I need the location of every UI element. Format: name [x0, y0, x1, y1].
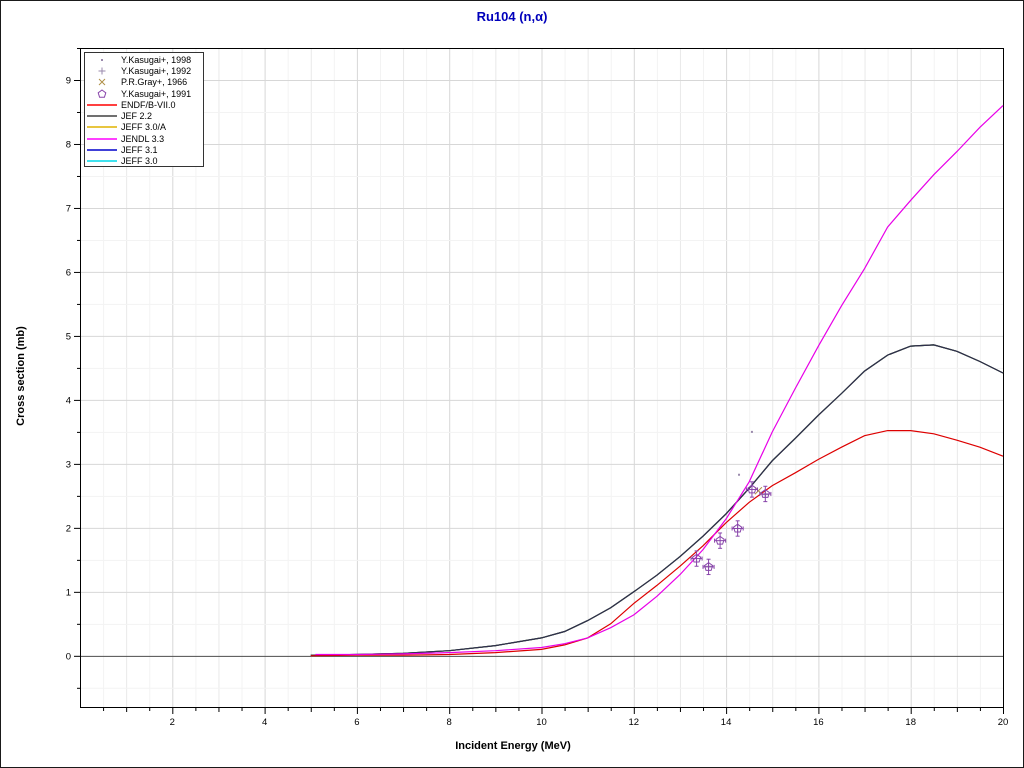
- curve-jendl-3-3: [315, 105, 1004, 656]
- points-y-kasugai-1991: [690, 481, 772, 576]
- x-tick-label: 12: [629, 717, 640, 728]
- y-tick-label: 6: [66, 267, 71, 278]
- legend-label: JEFF 3.0: [121, 156, 158, 167]
- y-tick-label: 5: [66, 331, 71, 342]
- marker-dot: [738, 473, 741, 476]
- legend-label: JEFF 3.0/A: [121, 122, 167, 133]
- x-tick-label: 2: [170, 717, 175, 728]
- x-tick-label: 8: [447, 717, 452, 728]
- legend-label: Y.Kasugai+, 1992: [121, 65, 192, 76]
- x-tick-label: 18: [905, 717, 916, 728]
- legend-label: P.R.Gray+, 1966: [121, 77, 188, 88]
- marker-pentagon: [760, 488, 770, 498]
- marker-dot: [750, 430, 753, 433]
- legend-label: JEF 2.2: [121, 111, 153, 122]
- y-tick-label: 4: [66, 395, 71, 406]
- legend-item-y-kasugai-1992[interactable]: Y.Kasugai+, 1992: [85, 65, 203, 76]
- legend-item-p-r-gray-1966[interactable]: P.R.Gray+, 1966: [85, 77, 203, 88]
- legend-label: Y.Kasugai+, 1998: [121, 54, 192, 65]
- x-tick-label: 10: [536, 717, 547, 728]
- legend-item-jef-2-2[interactable]: JEF 2.2: [85, 110, 203, 121]
- x-axis-title: Incident Energy (MeV): [455, 740, 571, 752]
- legend: Y.Kasugai+, 1998 Y.Kasugai+, 1992 P.R.Gray…: [84, 52, 204, 167]
- legend-label: JEFF 3.1: [121, 145, 158, 156]
- x-tick-label: 16: [813, 717, 824, 728]
- legend-label: ENDF/B-VII.0: [121, 99, 176, 110]
- legend-label: Y.Kasugai+, 1991: [121, 88, 192, 99]
- legend-item-jeff-3-0-a[interactable]: JEFF 3.0/A: [85, 122, 203, 133]
- legend-item-y-kasugai-1998[interactable]: Y.Kasugai+, 1998: [85, 54, 203, 65]
- x-tick-label: 14: [721, 717, 732, 728]
- marker-pentagon: [691, 553, 702, 563]
- legend-line-swatch: [87, 104, 117, 106]
- legend-line-swatch: [87, 149, 117, 151]
- legend-line-swatch: [87, 115, 117, 117]
- marker-pentagon: [703, 561, 714, 571]
- points-y-kasugai-1992: [705, 491, 769, 570]
- x-tick-label: 6: [354, 717, 359, 728]
- y-tick-label: 3: [66, 459, 71, 470]
- x-tick-label: 20: [998, 717, 1009, 728]
- legend-marker-pentagon: [97, 88, 107, 98]
- y-tick-label: 7: [66, 203, 71, 214]
- y-tick-label: 0: [66, 651, 71, 662]
- curve-jeff-3-1: [310, 344, 1004, 656]
- legend-item-jeff-3-0[interactable]: JEFF 3.0: [85, 156, 203, 167]
- y-tick-label: 2: [66, 523, 71, 534]
- legend-line-swatch: [87, 137, 117, 140]
- legend-marker-plus: [98, 67, 106, 75]
- y-tick-label: 8: [66, 139, 71, 150]
- legend-item-endf-b-vii-0[interactable]: ENDF/B-VII.0: [85, 99, 203, 110]
- legend-line-swatch: [87, 160, 117, 163]
- legend-line-swatch: [87, 126, 117, 129]
- legend-label: JENDL 3.3: [121, 133, 165, 144]
- y-tick-label: 1: [66, 587, 71, 598]
- chart-title: Ru104 (n,α): [476, 9, 548, 24]
- legend-item-y-kasugai-1991[interactable]: Y.Kasugai+, 1991: [85, 88, 203, 99]
- plot-frame: [80, 48, 1004, 708]
- legend-item-jeff-3-1[interactable]: JEFF 3.1: [85, 144, 203, 155]
- marker-pentagon: [715, 535, 725, 545]
- legend-marker-x: [98, 78, 106, 86]
- y-tick-label: 9: [66, 75, 71, 86]
- y-axis-title: Cross section (mb): [15, 326, 27, 426]
- legend-item-jendl-3-3[interactable]: JENDL 3.3: [85, 133, 203, 144]
- marker-pentagon: [747, 484, 757, 494]
- marker-pentagon: [732, 523, 743, 533]
- legend-marker-dot: [101, 58, 103, 61]
- x-tick-label: 4: [262, 717, 267, 728]
- points-y-kasugai-1998: [738, 430, 753, 476]
